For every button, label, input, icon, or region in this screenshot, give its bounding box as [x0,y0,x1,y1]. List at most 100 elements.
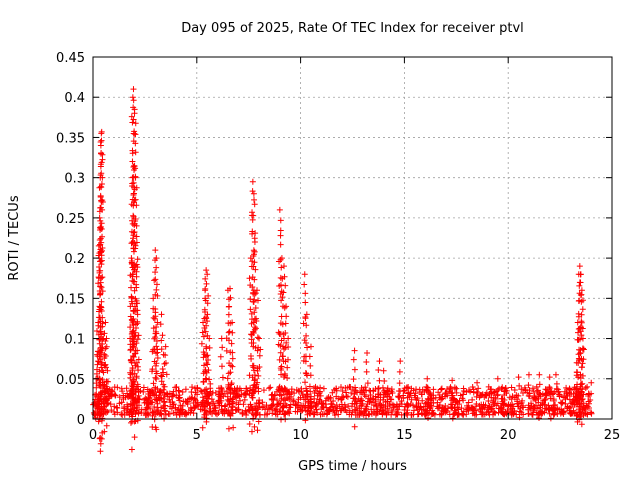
data-point-streak [255,400,262,407]
data-point-baseline [303,385,310,392]
data-point-streak [281,273,288,280]
data-point-baseline [508,384,515,391]
data-point-streak [199,329,206,336]
y-tick-label: 0.1 [64,333,85,348]
data-point [152,247,159,254]
data-point-streak [227,294,234,301]
data-point-streak [254,406,261,413]
data-point-baseline [501,392,508,399]
data-point-streak [199,424,206,431]
data-point-baseline [295,387,302,394]
data-point-streak [153,264,160,271]
data-point-streak [204,311,211,318]
data-point-streak [152,276,159,283]
data-point [132,174,139,181]
data-point-streak [155,407,162,414]
data-point-baseline [191,385,198,392]
data-point-baseline [256,397,263,404]
data-point-streak [254,427,261,434]
data-point-baseline [126,410,133,417]
data-point-streak [205,357,212,364]
data-point-streak [396,401,403,408]
data-point-streak [303,332,310,339]
data-point-baseline [354,389,361,396]
data-point [160,351,167,358]
data-point-streak [103,343,110,350]
data-point-baseline [241,396,248,403]
data-point-baseline [363,403,370,410]
data-point-baseline [172,404,179,411]
data-point-baseline [182,386,189,393]
data-point-baseline [367,396,374,403]
data-point-streak [381,389,388,396]
data-point-baseline [259,399,266,406]
data-point-streak [574,329,581,336]
data-point-streak [128,317,135,324]
data-point-baseline [114,384,121,391]
data-point-baseline [314,385,321,392]
data-point-baseline [297,406,304,413]
data-point-baseline [417,404,424,411]
data-point-streak [515,392,522,399]
data-point-streak [130,190,137,197]
data-point-baseline [320,404,327,411]
data-point-baseline [465,387,472,394]
data-point-streak [217,393,224,400]
data-point [577,271,584,278]
data-point-baseline [121,411,128,418]
data-point-baseline [545,390,552,397]
data-point-streak [102,352,109,359]
x-tick-label: 25 [604,428,621,443]
data-point [301,271,308,278]
data-point-baseline [566,386,573,393]
data-point-baseline [311,409,318,416]
data-point-streak [424,384,431,391]
data-point-streak [279,321,286,328]
data-point-streak [159,332,166,339]
data-point-streak [254,334,261,341]
data-point-streak [153,360,160,367]
data-point-baseline [270,395,277,402]
data-point-streak [535,399,542,406]
data-point-streak [129,390,136,397]
data-point-streak [133,239,140,246]
y-axis-label: ROTI / TECUs [7,195,22,280]
data-point-streak [284,364,291,371]
data-point-baseline [380,394,387,401]
data-point-baseline [172,384,179,391]
data-point-streak [203,415,210,422]
data-point-streak [250,247,257,254]
data-point [251,239,258,246]
data-point-streak [132,329,139,336]
y-tick-label: 0.05 [56,373,85,388]
data-point-baseline [343,409,350,416]
data-point-streak [228,381,235,388]
data-point-baseline [559,408,566,415]
data-point [578,287,585,294]
data-point-baseline [451,384,458,391]
data-point-streak [303,322,310,329]
data-point-streak [304,391,311,398]
data-point [351,347,358,354]
data-point-baseline [289,397,296,404]
data-point-baseline [210,398,217,405]
data-point-streak [92,408,99,415]
data-point [283,303,290,310]
data-point-baseline [316,396,323,403]
data-point-baseline [390,404,397,411]
data-point-baseline [488,394,495,401]
data-point [364,350,371,357]
data-point-streak [97,448,104,455]
data-point-streak [351,423,358,430]
data-point-baseline [436,402,443,409]
data-point-streak [495,385,502,392]
data-point [579,335,586,342]
data-point-streak [129,180,136,187]
data-point-streak [249,188,256,195]
data-point-streak [250,329,257,336]
data-point [525,371,532,378]
data-point-streak [257,346,264,353]
data-point-streak [99,415,106,422]
data-point-baseline [276,408,283,415]
data-point-streak [276,356,283,363]
